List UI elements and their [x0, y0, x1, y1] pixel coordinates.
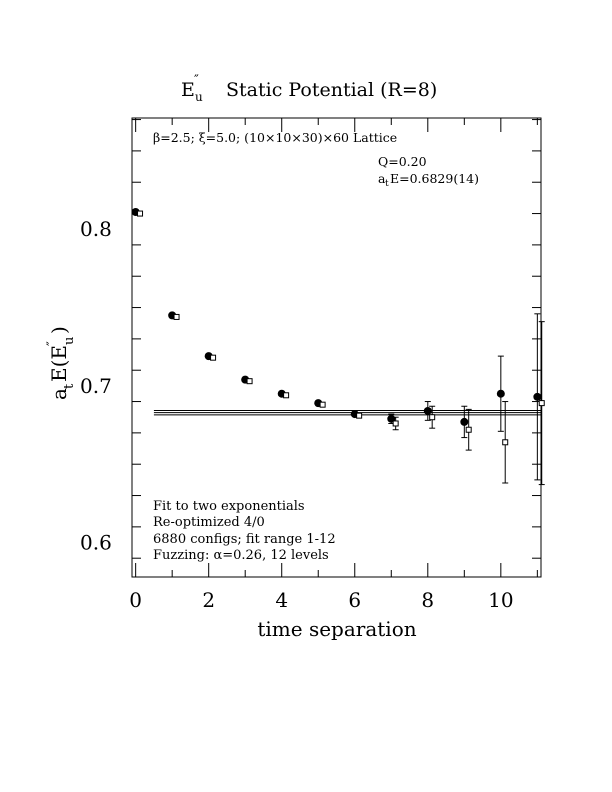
data-point-circle [496, 389, 505, 398]
fit-q-value: Q=0.20 [378, 154, 427, 169]
x-tick-label: 4 [275, 588, 288, 612]
x-tick-label: 0 [129, 588, 142, 612]
y-tick-labels: 0.6 0.7 0.8 [80, 217, 112, 554]
data-point-square [283, 392, 290, 399]
y-label-subscript: t [62, 383, 77, 389]
data-point-square [465, 426, 472, 433]
x-tick-labels: 0 2 4 6 8 10 [129, 588, 513, 612]
data-point-square [392, 420, 399, 427]
y-label-prefix: a [47, 388, 71, 400]
y-tick-label: 0.8 [80, 217, 112, 241]
data-point-square [538, 400, 545, 407]
y-tick-label: 0.7 [80, 374, 112, 398]
data-point-square [173, 313, 180, 320]
fit-band [153, 409, 541, 416]
data-point-circle [423, 406, 432, 415]
plot-frame [131, 117, 542, 578]
data-point-square [210, 354, 217, 361]
data-point-square [246, 378, 253, 385]
data-markers [131, 207, 545, 486]
data-point-square [502, 439, 509, 446]
x-axis-label: time separation [257, 617, 416, 641]
data-point-circle [533, 392, 542, 401]
x-tick-label: 6 [348, 588, 361, 612]
x-tick-label: 10 [488, 588, 513, 612]
note-line: Re-optimized 4/0 [153, 515, 265, 530]
title-subscript: u [195, 90, 203, 104]
note-line: 6880 configs; fit range 1-12 [153, 532, 336, 547]
fit-notes: Fit to two exponentials Re-optimized 4/0… [153, 499, 336, 563]
y-tick-label: 0.6 [80, 531, 112, 555]
title-prime: ″ [194, 73, 199, 88]
y-label-close: ) [47, 326, 71, 334]
y-label-sub-u: u [62, 337, 77, 345]
title-text: Static Potential (R=8) [226, 79, 437, 101]
note-line: Fit to two exponentials [153, 499, 305, 514]
plot-area [131, 117, 542, 578]
x-tick-label: 2 [202, 588, 215, 612]
data-point-circle [460, 417, 469, 426]
data-point-square [319, 401, 326, 408]
data-point-square [429, 414, 436, 421]
y-label-prime: ″ [45, 341, 60, 346]
fit-result-annotation: Q=0.20 a t E=0.6829(14) [378, 154, 479, 189]
x-tick-label: 8 [421, 588, 434, 612]
note-line: Fuzzing: α=0.26, 12 levels [153, 548, 329, 563]
title-main: E [181, 79, 195, 101]
data-point-square [137, 210, 144, 217]
fit-energy-prefix: a [378, 171, 386, 186]
lattice-annotation: β=2.5; ξ=5.0; (10×10×30)×60 Lattice [153, 130, 397, 145]
chart-title: E ″ u Static Potential (R=8) [181, 73, 437, 104]
y-label-middle: E(E [47, 345, 71, 382]
fit-energy-value: E=0.6829(14) [390, 171, 479, 186]
data-point-square [356, 412, 363, 419]
fit-energy-subscript: t [385, 179, 389, 189]
y-axis-label: a t E(E ″ u ) [45, 326, 77, 400]
